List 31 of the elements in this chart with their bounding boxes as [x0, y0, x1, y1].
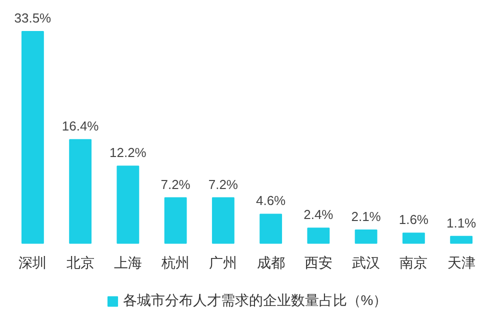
- x-tick-label: 深圳: [18, 254, 47, 270]
- x-tick-label: 北京: [66, 254, 94, 270]
- x-tick-label: 上海: [114, 254, 142, 270]
- legend-label: 各城市分布人才需求的企业数量占比（%）: [122, 292, 388, 310]
- x-tick-label: 武汉: [352, 254, 380, 270]
- x-tick-label: 成都: [256, 254, 285, 270]
- x-tick-label: 天津: [447, 254, 476, 270]
- data-label: 12.2%: [110, 145, 147, 160]
- data-label: 7.2%: [160, 176, 191, 192]
- x-tick-label: 南京: [400, 254, 428, 270]
- data-label: 16.4%: [62, 118, 100, 134]
- x-tick-label: 西安: [304, 254, 332, 270]
- bar: [450, 236, 473, 244]
- bar: [307, 228, 330, 244]
- x-tick-label: 广州: [209, 254, 238, 270]
- x-tick-label: 杭州: [160, 254, 190, 270]
- bar: [260, 214, 282, 244]
- bar: [402, 232, 425, 244]
- data-label: 1.6%: [398, 212, 429, 228]
- data-label: 7.2%: [208, 176, 238, 192]
- data-label: 2.4%: [304, 207, 334, 222]
- data-label: 33.5%: [14, 10, 52, 26]
- data-label: 2.1%: [351, 209, 382, 224]
- bar: [354, 230, 378, 244]
- bar: [164, 197, 187, 244]
- bar: [212, 197, 234, 244]
- bar: [69, 139, 92, 244]
- data-label: 4.6%: [256, 193, 286, 208]
- data-label: 1.1%: [446, 215, 477, 230]
- bar: [116, 166, 140, 244]
- bar: [21, 31, 44, 244]
